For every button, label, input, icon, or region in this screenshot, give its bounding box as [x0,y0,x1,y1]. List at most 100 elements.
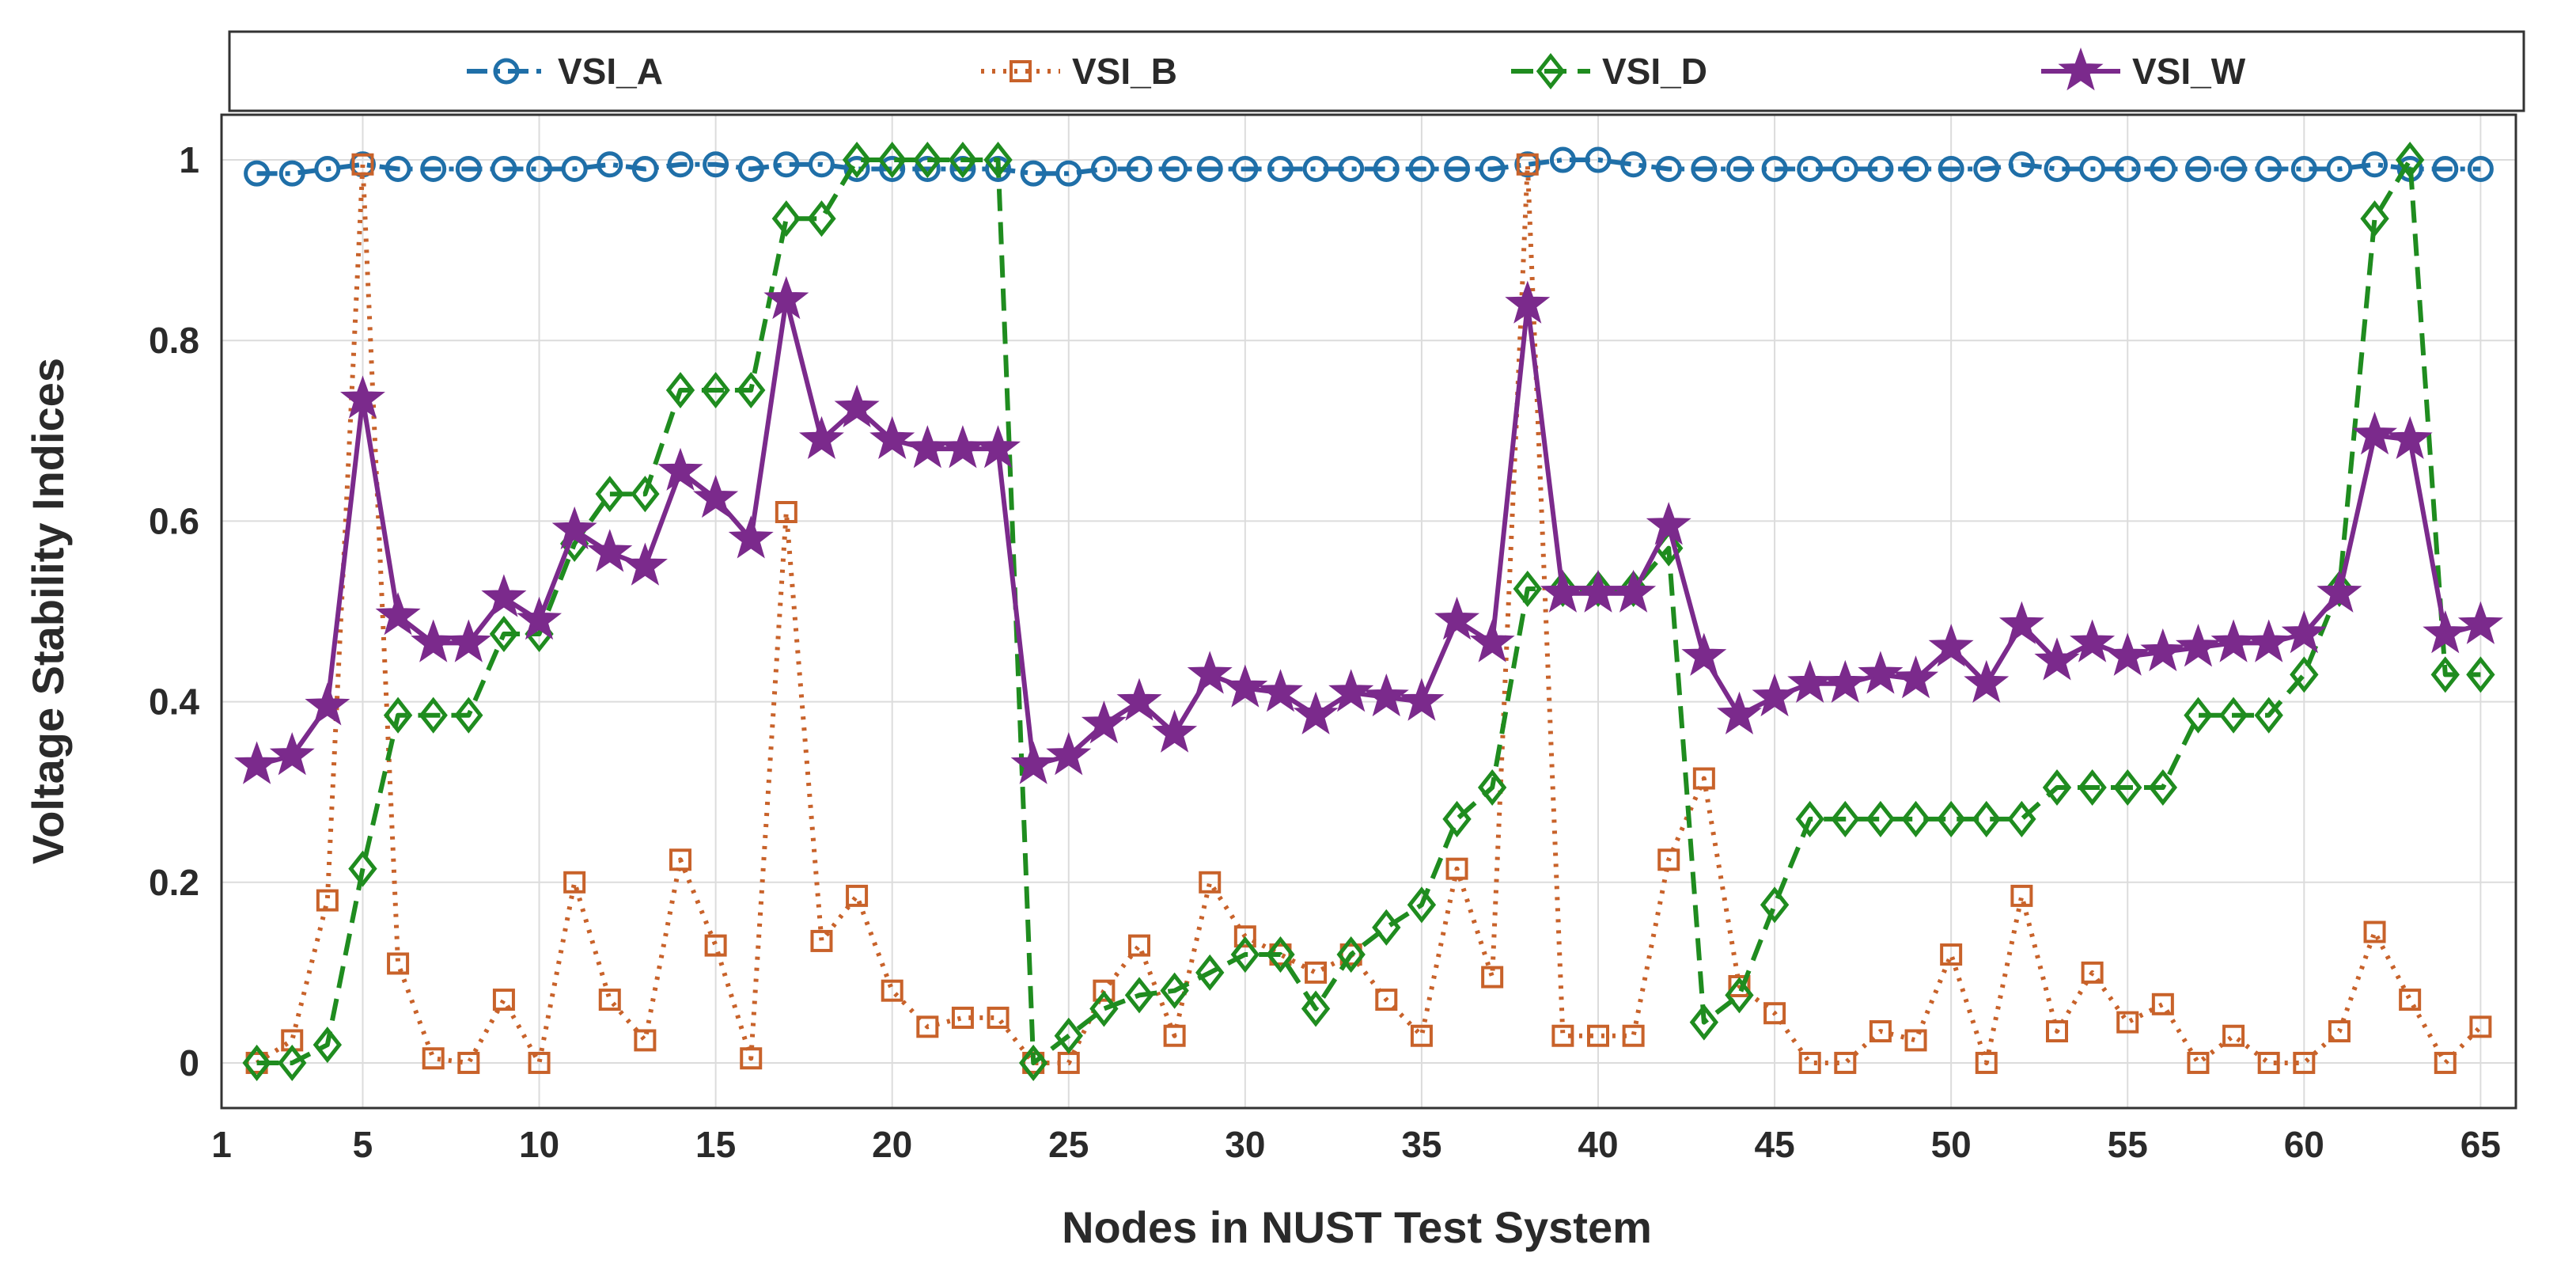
data-point-vsi-w [234,741,280,784]
data-point-vsi-w [1822,659,1868,703]
data-point-vsi-d [1831,800,1860,837]
data-point-vsi-d [1795,800,1824,837]
data-point-vsi-d [1760,886,1790,924]
data-point-vsi-a [2184,155,2211,182]
data-point-vsi-w [375,592,421,636]
data-point-vsi-a [1726,155,1752,182]
data-point-vsi-a [2008,151,2035,178]
data-point-vsi-d [2148,769,2178,806]
data-point-vsi-w [305,682,350,726]
data-point-vsi-a [1938,155,1964,182]
legend-label-vsi-w: VSI_W [2132,51,2246,92]
data-point-vsi-d [383,696,413,734]
data-point-vsi-a [2256,155,2282,182]
data-point-vsi-a [1408,155,1435,182]
data-point-vsi-d [1124,977,1154,1014]
data-point-vsi-b [1869,1020,1892,1043]
data-point-vsi-d [701,371,730,409]
data-point-vsi-b [351,153,374,176]
data-point-vsi-b [1233,925,1256,948]
x-tick-label: 35 [1401,1124,1441,1165]
data-point-vsi-b [1445,857,1468,880]
data-point-vsi-b [1163,1024,1186,1047]
data-point-vsi-a [2290,155,2317,182]
data-point-vsi-b [563,871,586,894]
data-point-vsi-w [587,529,633,572]
data-point-vsi-b [881,979,903,1002]
data-point-vsi-a [278,160,305,187]
data-point-vsi-w [1928,624,1974,667]
data-point-vsi-b [2116,1011,2139,1034]
data-point-vsi-d [913,142,942,179]
data-point-vsi-w [1998,601,2044,644]
data-point-vsi-d [2395,142,2425,179]
data-point-vsi-d [2042,769,2072,806]
data-point-vsi-b [1375,989,1398,1011]
data-point-vsi-b [1199,871,1222,894]
y-tick-label: 0.8 [149,320,199,361]
data-point-vsi-a [2432,155,2459,182]
data-point-vsi-a [631,155,658,182]
legend-marker-vsi-d [1536,52,1566,90]
data-point-vsi-a [2044,155,2070,182]
data-point-vsi-b [2257,1051,2280,1074]
data-point-vsi-a [1797,155,1824,182]
y-tick-label: 0.6 [149,500,199,541]
data-point-vsi-a [1585,146,1612,173]
legend-entry-vsi-d: VSI_D [1511,51,1707,92]
data-point-vsi-w [2246,619,2292,662]
data-point-vsi-b [704,934,727,957]
data-point-vsi-d [1266,936,1295,973]
data-point-vsi-a [491,155,517,182]
data-point-vsi-d [1689,1004,1719,1041]
data-point-vsi-w [1046,732,1092,776]
x-tick-label: 1 [211,1124,232,1165]
data-point-vsi-d [1513,570,1542,608]
data-point-vsi-d [1725,977,1754,1014]
data-point-vsi-a [2150,155,2176,182]
data-point-vsi-a [1267,155,1294,182]
data-point-vsi-b [669,848,691,871]
legend-entry-vsi-a: VSI_A [467,51,663,92]
data-point-vsi-b [1410,1024,1433,1047]
legend-label-vsi-d: VSI_D [1602,51,1707,92]
data-point-vsi-d [807,200,836,237]
data-point-vsi-d [1372,909,1401,946]
data-point-vsi-b [1975,1051,1998,1074]
data-point-vsi-b [1093,979,1116,1002]
data-point-vsi-a [737,155,764,182]
data-point-vsi-b [1305,961,1328,984]
y-tick-label: 0 [179,1042,199,1084]
data-point-vsi-w [1858,651,1904,694]
data-point-vsi-a [1903,155,1930,182]
data-point-vsi-a [1479,155,1506,182]
data-point-vsi-w [1752,673,1798,717]
data-point-vsi-b [2187,1051,2210,1074]
data-point-vsi-b [1904,1029,1927,1052]
data-point-vsi-a [597,151,623,178]
x-tick-label: 65 [2460,1124,2501,1165]
data-point-vsi-a [1302,155,1329,182]
data-point-vsi-b [810,929,833,952]
data-point-vsi-d [1866,800,1896,837]
data-point-vsi-b [2328,1020,2351,1043]
data-point-vsi-b [846,884,869,907]
data-point-vsi-b [2222,1024,2245,1047]
data-point-vsi-w [2175,624,2221,667]
data-point-vsi-a [843,155,870,182]
series-vsi-b [245,153,2492,1074]
data-point-vsi-b [2434,1051,2457,1074]
data-point-vsi-b [2046,1020,2068,1043]
data-point-vsi-a [2467,155,2494,182]
x-tick-label: 45 [1754,1124,1794,1165]
data-point-vsi-b [1622,1024,1645,1047]
data-point-vsi-d [983,142,1013,179]
data-point-vsi-b [1481,966,1504,989]
legend-entry-vsi-w: VSI_W [2041,47,2246,92]
data-point-vsi-w [1187,651,1233,694]
data-point-vsi-w [1646,502,1691,545]
data-point-vsi-w [1716,691,1762,734]
legend-box [228,30,2525,112]
data-point-vsi-b [457,1051,480,1074]
